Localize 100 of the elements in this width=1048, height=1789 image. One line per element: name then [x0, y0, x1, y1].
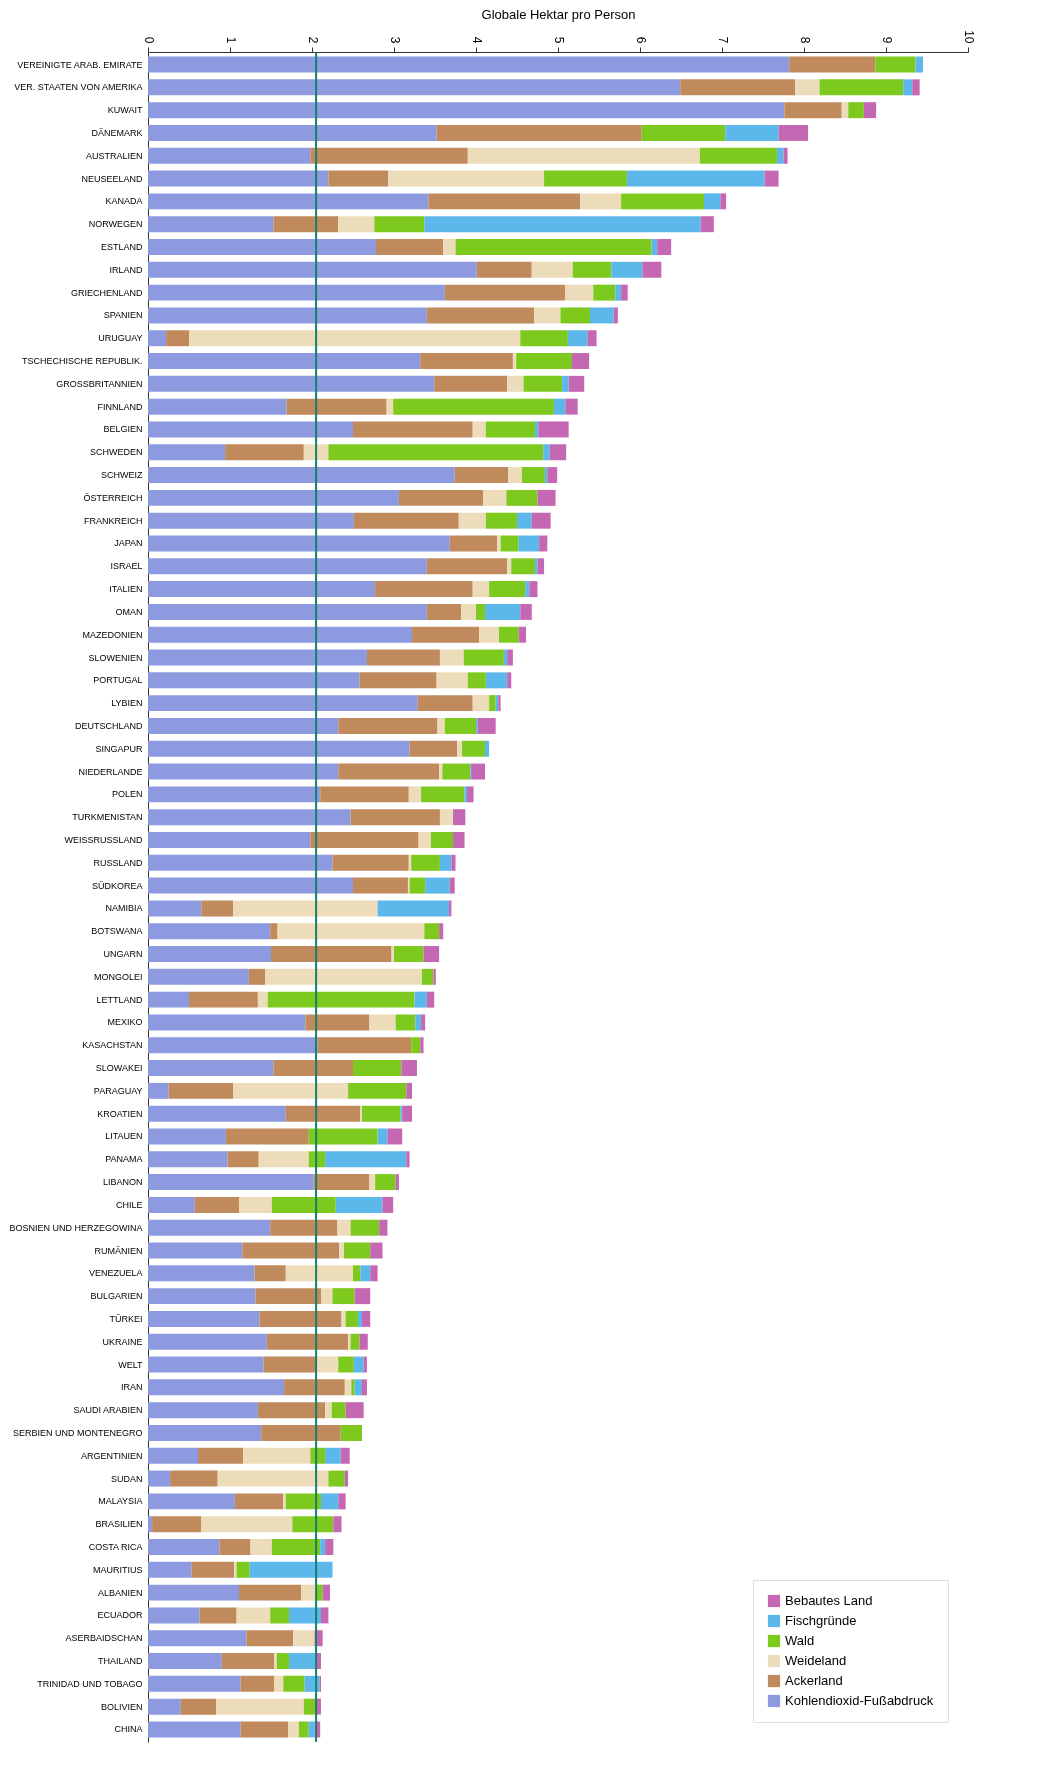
bar — [328, 444, 544, 461]
bar — [216, 1698, 304, 1715]
bar — [411, 1037, 421, 1054]
y-tick-label: PARAGUAY — [93, 1085, 143, 1096]
bar — [415, 1014, 422, 1031]
bar — [271, 946, 392, 962]
bar — [386, 398, 394, 415]
x-tick-label: 1 — [223, 36, 238, 44]
bar — [148, 1174, 314, 1191]
bar — [298, 1721, 309, 1738]
bar — [225, 1128, 309, 1145]
bar — [359, 1333, 368, 1350]
bar — [270, 1219, 338, 1236]
bar — [283, 1493, 286, 1510]
bar — [357, 1310, 363, 1327]
x-tick-label: 6 — [633, 36, 648, 44]
bar — [535, 558, 538, 575]
x-tick-label: 9 — [879, 36, 894, 44]
y-tick-label: KASACHSTAN — [82, 1040, 143, 1051]
y-tick-label: BOTSWANA — [91, 926, 143, 937]
bar — [148, 923, 271, 940]
y-tick-label: TÜRKEI — [109, 1313, 143, 1324]
bar — [611, 261, 643, 278]
bar — [354, 1288, 371, 1305]
legend-label: Ackerland — [785, 1673, 843, 1688]
y-tick-label: COSTA RICA — [88, 1542, 143, 1552]
bar — [444, 284, 566, 301]
bar — [379, 1219, 388, 1236]
bar — [549, 444, 567, 461]
bar — [240, 1721, 289, 1738]
y-tick-label: VENEZUELA — [88, 1268, 143, 1279]
bar — [436, 672, 468, 689]
y-tick-label: SCHWEDEN — [89, 447, 143, 458]
bar — [325, 1402, 332, 1419]
bar — [651, 239, 658, 255]
bar — [148, 1424, 262, 1441]
bar — [387, 1128, 403, 1145]
bar — [236, 1561, 250, 1578]
bar — [277, 923, 425, 940]
bar — [148, 695, 418, 712]
bar — [476, 261, 532, 278]
bar — [370, 1242, 383, 1259]
bar — [293, 1630, 315, 1647]
bar — [308, 1128, 378, 1145]
bar — [258, 1151, 309, 1168]
x-tick-label: 2 — [305, 36, 320, 44]
bar — [331, 1402, 346, 1419]
bar — [350, 1219, 380, 1236]
bar — [148, 968, 249, 985]
bar — [461, 603, 476, 620]
bar — [497, 535, 501, 552]
bar — [270, 1607, 290, 1624]
y-tick-label: BOSNIEN UND HERZEGOWINA — [9, 1222, 143, 1233]
bar — [148, 489, 399, 506]
bar — [529, 581, 538, 598]
y-tick-label: SUDAN — [110, 1473, 143, 1484]
bar — [148, 1402, 258, 1419]
y-tick-label: CHINA — [114, 1724, 143, 1735]
bar — [320, 786, 409, 803]
bar — [236, 1607, 271, 1624]
bar — [571, 353, 590, 370]
bar — [362, 1310, 371, 1327]
bar — [485, 512, 517, 529]
bar — [148, 56, 790, 73]
bar — [148, 1242, 243, 1259]
bar — [568, 375, 585, 392]
bar — [271, 1196, 336, 1213]
bar — [517, 512, 532, 529]
y-tick-label: RUMÄNIEN — [94, 1245, 143, 1256]
bar — [444, 717, 476, 734]
y-tick-label: NEUSEELAND — [81, 173, 143, 184]
x-axis-title: Globale Hektar pro Person — [481, 7, 636, 23]
bar — [148, 1060, 274, 1077]
bar — [362, 1105, 401, 1122]
bar — [466, 786, 474, 803]
bar — [483, 489, 507, 506]
bar — [286, 398, 387, 415]
bar — [520, 330, 568, 347]
bar — [148, 1037, 318, 1054]
bar — [233, 1082, 349, 1099]
bar — [354, 1379, 363, 1396]
bar — [338, 1356, 354, 1373]
bar — [547, 467, 558, 484]
bar — [449, 877, 455, 894]
x-tick-label: 4 — [469, 36, 484, 44]
y-tick-label: IRAN — [120, 1382, 143, 1393]
bar — [409, 877, 426, 894]
bar — [166, 330, 189, 347]
bar — [148, 1151, 228, 1168]
bar — [234, 1493, 284, 1510]
bar — [148, 261, 477, 278]
bar — [426, 603, 462, 620]
bar — [345, 1402, 364, 1419]
bar — [642, 261, 662, 278]
legend-label: Bebautes Land — [785, 1593, 873, 1608]
bar — [338, 717, 438, 734]
bar — [507, 672, 512, 689]
bar — [700, 216, 714, 233]
bar — [428, 193, 581, 210]
y-tick-label: ASERBAIDSCHAN — [65, 1633, 143, 1644]
